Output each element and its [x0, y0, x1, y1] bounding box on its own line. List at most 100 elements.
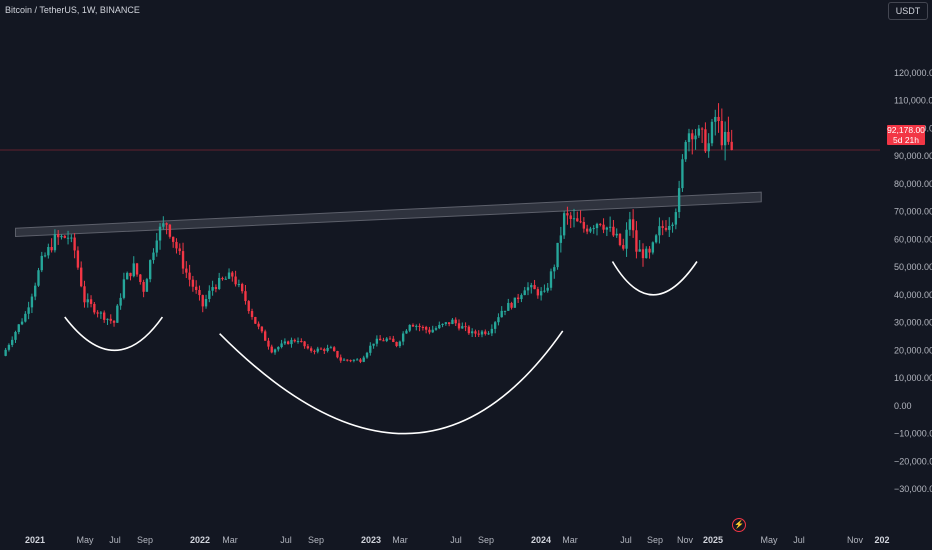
candle-body: [579, 221, 582, 223]
price-axis[interactable]: 120,000.00110,000.00100,000.0090,000.008…: [894, 68, 932, 494]
candle-body: [181, 251, 185, 269]
candle-body: [57, 234, 60, 238]
candle-body: [273, 349, 277, 353]
candle-body: [415, 325, 418, 327]
candle-body: [326, 347, 329, 351]
candle-body: [569, 215, 572, 219]
candle-body: [684, 142, 687, 160]
candle-body: [664, 227, 668, 230]
candle-body: [60, 235, 63, 238]
candle-body: [536, 289, 540, 296]
candle-body: [7, 344, 11, 350]
candle-body: [34, 285, 37, 297]
candle-body: [17, 324, 20, 332]
candle-body: [691, 133, 694, 140]
candle-body: [313, 350, 316, 352]
candle-body: [145, 279, 149, 292]
candle-body: [80, 267, 83, 287]
candle-body: [484, 331, 487, 334]
candle-body: [303, 341, 306, 347]
candle-body: [454, 319, 457, 324]
candle-body: [470, 331, 474, 334]
candle-body: [369, 345, 372, 353]
candle-body: [549, 271, 553, 288]
candle-body: [543, 290, 546, 292]
candle-body: [231, 272, 234, 277]
candle-body: [497, 317, 500, 323]
time-axis-label: Nov: [847, 535, 864, 545]
candle-body: [47, 247, 50, 256]
candle-body: [11, 339, 14, 345]
candle-body: [457, 323, 461, 329]
price-axis-label: 50,000.00: [894, 262, 932, 272]
candle-body: [375, 338, 379, 344]
candle-body: [661, 226, 664, 228]
candle-body: [546, 287, 549, 291]
candle-body: [424, 327, 428, 330]
candle-body: [191, 279, 195, 287]
candle-body: [217, 277, 221, 289]
candle-body: [178, 248, 181, 252]
candle-body: [520, 295, 523, 300]
candle-body: [704, 129, 707, 152]
time-axis-label: Sep: [478, 535, 494, 545]
price-axis-label: 110,000.00: [894, 96, 932, 106]
time-axis[interactable]: 2021 May Jul Sep 2022 Mar Jul Sep 2023 Mar Jul Sep 2…: [25, 535, 890, 545]
currency-button[interactable]: USDT: [888, 2, 928, 20]
candle-body: [493, 322, 497, 329]
candle-body: [513, 297, 517, 308]
time-axis-label: Sep: [137, 535, 153, 545]
candle-body: [464, 326, 467, 328]
candle-body: [372, 343, 375, 346]
price-axis-label: 90,000.00: [894, 151, 932, 161]
candle-body: [671, 224, 674, 226]
cup-curve-2: [219, 330, 564, 435]
candle-body: [342, 359, 346, 361]
candle-body: [559, 235, 563, 243]
candles-layer: [4, 103, 733, 364]
candle-body: [244, 291, 247, 302]
candle-body: [398, 341, 402, 347]
candle-body: [599, 223, 602, 225]
candle-body: [277, 347, 280, 350]
candle-body: [612, 226, 615, 236]
price-axis-label: −20,000.00: [894, 456, 932, 466]
candle-body: [250, 311, 254, 317]
candle-body: [89, 299, 93, 304]
candle-body: [401, 333, 405, 342]
lightning-icon[interactable]: ⚡: [732, 518, 746, 532]
price-axis-label: −10,000.00: [894, 429, 932, 439]
candle-body: [352, 359, 356, 361]
candle-body: [556, 242, 559, 268]
time-axis-label: Sep: [647, 535, 663, 545]
candle-body: [70, 237, 73, 239]
candle-body: [247, 301, 250, 312]
candle-body: [507, 302, 510, 311]
candle-body: [336, 350, 339, 358]
candle-body: [14, 331, 17, 340]
candle-body: [710, 121, 714, 144]
candle-body: [658, 226, 661, 236]
candle-body: [73, 237, 76, 251]
price-axis-label: 10,000.00: [894, 373, 932, 383]
candle-body: [263, 331, 267, 341]
candle-body: [99, 312, 103, 314]
candle-body: [645, 248, 648, 259]
candle-body: [290, 339, 293, 345]
candle-body: [625, 229, 628, 249]
candle-body: [201, 295, 204, 307]
candle-body: [444, 322, 448, 324]
price-axis-label: 70,000.00: [894, 207, 932, 217]
candle-body: [467, 326, 471, 334]
candle-body: [76, 250, 80, 268]
candle-body: [306, 346, 310, 349]
candle-body: [132, 263, 135, 277]
candle-body: [283, 341, 287, 344]
candle-body: [286, 341, 290, 345]
candle-body: [165, 223, 168, 225]
price-axis-label: 0.00: [894, 401, 912, 411]
candle-body: [438, 324, 441, 329]
candle-body: [185, 268, 188, 273]
